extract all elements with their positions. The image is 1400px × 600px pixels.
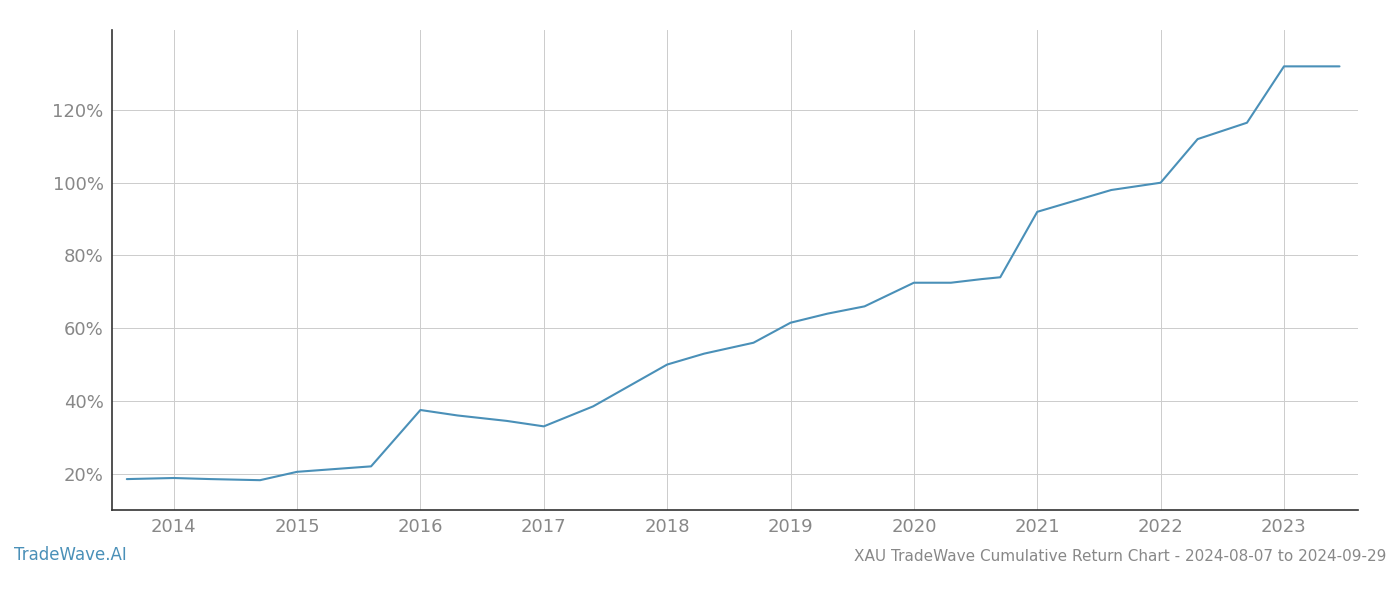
- Text: XAU TradeWave Cumulative Return Chart - 2024-08-07 to 2024-09-29: XAU TradeWave Cumulative Return Chart - …: [854, 549, 1386, 564]
- Text: TradeWave.AI: TradeWave.AI: [14, 546, 127, 564]
